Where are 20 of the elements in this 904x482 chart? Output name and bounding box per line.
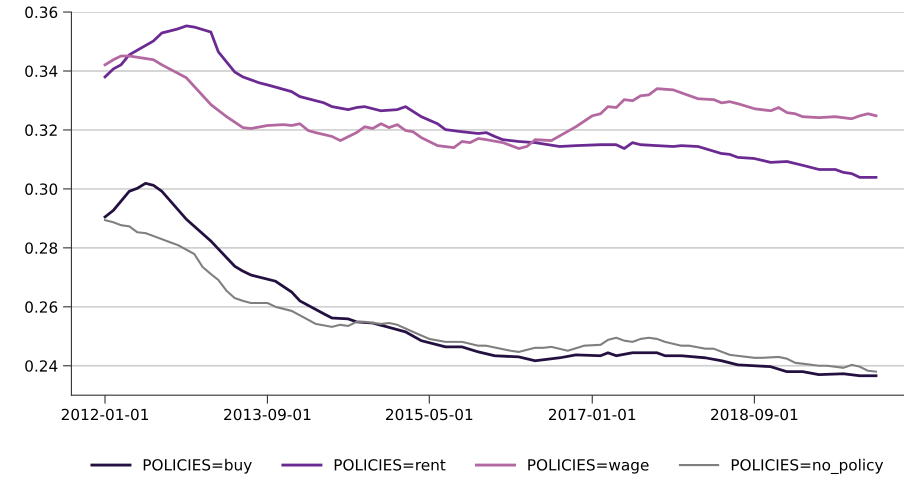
y-tick-label: 0.26 xyxy=(25,301,58,313)
line-series xyxy=(104,54,878,150)
line-series xyxy=(104,24,878,179)
y-tick-label: 0.34 xyxy=(25,65,58,78)
x-tick-label: 2013-09-01 xyxy=(224,408,310,420)
y-tick-label: 0.36 xyxy=(25,6,58,18)
legend-label: POLICIES=wage xyxy=(528,459,649,474)
line-series xyxy=(104,219,878,373)
y-tick-label: 0.24 xyxy=(25,360,58,372)
x-tick-label: 2015-05-01 xyxy=(386,408,472,420)
x-tick-label: 2017-01-01 xyxy=(548,408,636,420)
y-tick-label: 0.32 xyxy=(25,124,57,136)
y-tick-label: 0.28 xyxy=(25,242,58,254)
y-tick-label: 0.30 xyxy=(25,183,58,195)
legend-label: POLICIES=rent xyxy=(334,459,446,471)
x-tick-label: 2018-09-01 xyxy=(711,408,798,420)
legend-label: POLICIES=no_policy xyxy=(732,458,884,474)
line-series xyxy=(104,182,878,378)
legend-label: POLICIES=buy xyxy=(144,458,252,474)
x-tick-label: 2012-01-01 xyxy=(62,408,148,420)
